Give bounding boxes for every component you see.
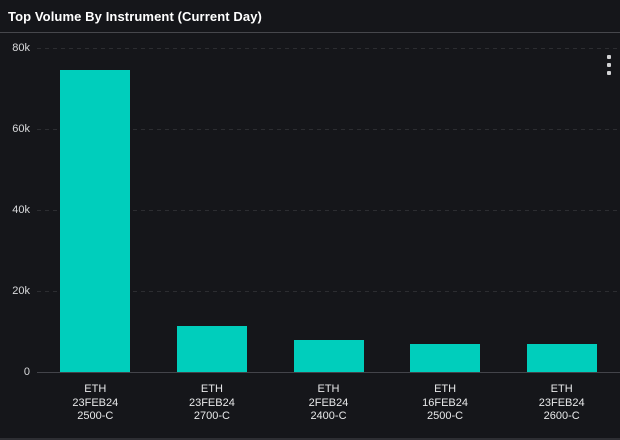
x-axis-labels: ETH 23FEB24 2500-C ETH 23FEB24 2700-C ETH 2FEB2…	[37, 383, 620, 424]
gridline	[37, 291, 620, 292]
kebab-menu-icon	[607, 63, 611, 67]
kebab-menu-icon	[607, 55, 611, 59]
x-tick-line: ETH	[200, 383, 223, 395]
chart-header: Top Volume By Instrument (Current Day)	[0, 0, 620, 33]
x-tick-line: 2700-C	[193, 410, 230, 422]
x-tick-label: ETH 2FEB24 2400-C	[270, 383, 387, 424]
bar[interactable]	[60, 70, 131, 372]
x-tick-line: 2600-C	[543, 410, 580, 422]
x-tick-label: ETH 23FEB24 2500-C	[37, 383, 154, 424]
bottom-divider	[0, 438, 620, 440]
x-tick-line: 2400-C	[310, 410, 347, 422]
bar[interactable]	[526, 344, 597, 372]
x-tick-line: 16FEB24	[422, 396, 469, 409]
x-tick-line: 23FEB24	[538, 396, 585, 409]
x-tick-label: ETH 16FEB24 2500-C	[387, 383, 504, 424]
x-tick-line: 2500-C	[77, 410, 114, 422]
gridline	[37, 129, 620, 130]
bar[interactable]	[293, 340, 364, 372]
y-tick-label: 80k	[12, 42, 30, 54]
x-tick-line: ETH	[317, 383, 340, 395]
y-tick-label: 20k	[12, 285, 30, 297]
x-tick-line: 2FEB24	[308, 396, 349, 409]
y-axis: 0 20k 40k 60k 80k	[0, 42, 33, 378]
y-tick-label: 40k	[12, 204, 30, 216]
chart-canvas: 0 20k 40k 60k 80k ETH 23FEB24 2500-C ETH 23FEB24…	[0, 34, 620, 440]
y-tick-label: 0	[23, 366, 30, 378]
bar[interactable]	[410, 343, 481, 372]
x-tick-line: ETH	[550, 383, 573, 395]
x-tick-line: 2500-C	[427, 410, 464, 422]
x-tick-line: ETH	[84, 383, 107, 395]
x-axis-line	[37, 372, 620, 373]
y-tick-label: 60k	[12, 123, 30, 135]
x-tick-line: ETH	[434, 383, 457, 395]
gridline	[37, 48, 620, 49]
x-tick-line: 23FEB24	[188, 396, 235, 409]
gridline	[37, 210, 620, 211]
kebab-menu-button[interactable]	[601, 50, 617, 80]
chart-title: Top Volume By Instrument (Current Day)	[8, 8, 262, 24]
x-tick-label: ETH 23FEB24 2600-C	[503, 383, 620, 424]
plot-area	[37, 48, 620, 372]
bar[interactable]	[176, 325, 247, 372]
x-tick-line: 23FEB24	[72, 396, 119, 409]
kebab-menu-icon	[607, 71, 611, 75]
x-tick-label: ETH 23FEB24 2700-C	[154, 383, 271, 424]
